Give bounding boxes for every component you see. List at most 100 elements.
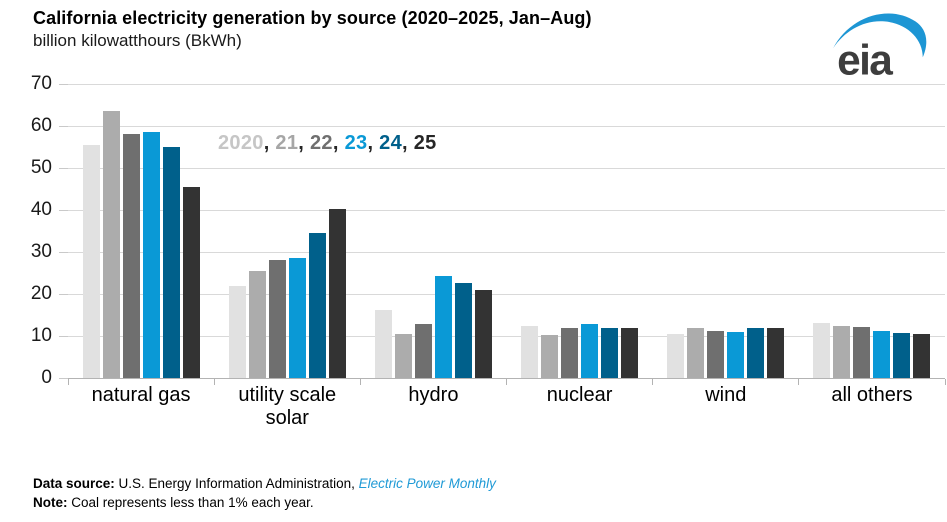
bar-21-nuclear <box>541 334 559 378</box>
bar-25-wind <box>767 328 785 378</box>
gridline-60 <box>68 126 945 127</box>
bar-24-wind <box>747 328 765 378</box>
legend-item-25: 25 <box>413 132 437 154</box>
bar-21-wind <box>687 328 705 378</box>
footer-note-line: Note: Coal represents less than 1% each … <box>33 493 496 512</box>
x-axis-label-all-others: all others <box>831 384 913 406</box>
bar-21-utility-scale-solar <box>248 270 266 378</box>
gridline-40 <box>68 210 945 211</box>
bar-23-wind <box>727 332 745 378</box>
bar-25-natural-gas <box>182 186 200 378</box>
y-tick-60 <box>59 126 68 127</box>
legend: 2020, 21, 22, 23, 24, 25 <box>218 132 437 155</box>
chart-subtitle: billion kilowatthours (BkWh) <box>33 31 242 50</box>
bar-23-utility-scale-solar <box>288 258 306 378</box>
eia-logo-svg: eia <box>833 13 927 83</box>
legend-item-24: 24 <box>379 132 403 154</box>
footer-note-label: Note: <box>33 495 68 510</box>
bar-23-nuclear <box>581 323 599 378</box>
footer-source-link[interactable]: Electric Power Monthly <box>358 476 496 491</box>
footer: Data source: U.S. Energy Information Adm… <box>33 474 496 512</box>
bar-23-all-others <box>873 331 891 378</box>
bar-group-all-others <box>799 84 945 378</box>
legend-separator: , <box>367 132 380 154</box>
bar-25-nuclear <box>621 328 639 378</box>
bar-24-nuclear <box>601 328 619 378</box>
footer-source-label: Data source: <box>33 476 115 491</box>
gridline-50 <box>68 168 945 169</box>
bar-24-all-others <box>893 332 911 378</box>
eia-swoosh-icon <box>833 13 927 58</box>
gridline-10 <box>68 336 945 337</box>
y-axis-label-40: 40 <box>30 199 52 220</box>
bar-22-all-others <box>853 327 871 378</box>
x-boundary-tick-5 <box>798 379 800 385</box>
y-tick-0 <box>59 378 68 379</box>
x-axis-labels: natural gas utility scale solar hydro nucle… <box>68 384 945 430</box>
legend-separator: , <box>298 132 310 154</box>
x-axis-label-utility-scale-solar: utility scale solar <box>238 384 337 429</box>
bar-2020-all-others <box>813 323 831 378</box>
chart-title: California electricity generation by sou… <box>33 8 592 28</box>
bar-23-hydro <box>434 275 452 378</box>
bar-2020-nuclear <box>521 325 539 378</box>
legend-separator: , <box>402 132 414 154</box>
y-axis-label-10: 10 <box>30 325 52 346</box>
bar-22-nuclear <box>561 328 579 378</box>
footer-note-text: Coal represents less than 1% each year. <box>67 495 314 510</box>
bar-2020-wind <box>667 333 685 378</box>
x-axis-label-wind: wind <box>705 384 747 406</box>
y-axis-label-70: 70 <box>30 73 52 94</box>
y-axis-label-20: 20 <box>30 283 52 304</box>
gridline-30 <box>68 252 945 253</box>
y-axis-label-50: 50 <box>30 157 52 178</box>
bar-2020-utility-scale-solar <box>228 285 246 378</box>
bar-21-hydro <box>394 334 412 378</box>
legend-separator: , <box>332 132 345 154</box>
legend-item-21: 21 <box>275 132 299 154</box>
bar-group-natural-gas <box>68 84 214 378</box>
eia-logo-text: eia <box>837 36 893 78</box>
bar-22-utility-scale-solar <box>268 260 286 378</box>
legend-item-22: 22 <box>310 132 333 154</box>
bar-24-utility-scale-solar <box>308 233 326 378</box>
bar-group-nuclear <box>507 84 653 378</box>
x-boundary-tick-3 <box>506 379 507 385</box>
bar-22-natural-gas <box>122 134 140 378</box>
bar-groups <box>68 84 945 378</box>
bar-22-wind <box>707 331 725 378</box>
bar-group-utility-scale-solar <box>214 84 360 378</box>
gridline-70 <box>68 84 945 85</box>
bar-21-natural-gas <box>102 111 120 378</box>
bar-25-all-others <box>913 333 931 378</box>
x-axis-label-nuclear: nuclear <box>546 384 613 406</box>
bar-24-natural-gas <box>162 147 180 378</box>
x-boundary-tick-1 <box>213 379 215 385</box>
legend-separator: , <box>263 132 276 154</box>
bar-21-all-others <box>833 326 851 378</box>
x-axis-label-natural-gas: natural gas <box>91 384 191 406</box>
bar-25-hydro <box>474 290 492 378</box>
y-tick-20 <box>59 294 68 295</box>
x-boundary-tick-2 <box>359 379 361 385</box>
x-boundary-tick-4 <box>652 379 654 385</box>
footer-source-line: Data source: U.S. Energy Information Adm… <box>33 474 496 493</box>
y-tick-30 <box>59 252 68 253</box>
y-axis-labels: 0 10 20 30 40 50 60 70 <box>2 74 52 388</box>
footer-source-text: U.S. Energy Information Administration, <box>114 476 359 491</box>
bar-23-natural-gas <box>142 132 160 378</box>
bar-24-hydro <box>454 283 472 378</box>
x-boundary-tick-0 <box>67 379 69 385</box>
plot-area: 2020, 21, 22, 23, 24, 25 <box>59 84 946 385</box>
legend-item-2020: 2020 <box>218 132 264 154</box>
x-boundary-tick-6 <box>944 379 946 385</box>
bar-2020-natural-gas <box>82 144 100 378</box>
y-axis-label-30: 30 <box>30 241 52 262</box>
y-tick-10 <box>59 336 68 337</box>
bar-group-hydro <box>360 84 506 378</box>
y-tick-70 <box>59 84 68 85</box>
y-axis-label-60: 60 <box>30 115 52 136</box>
bar-25-utility-scale-solar <box>328 208 346 378</box>
y-tick-40 <box>59 210 68 211</box>
